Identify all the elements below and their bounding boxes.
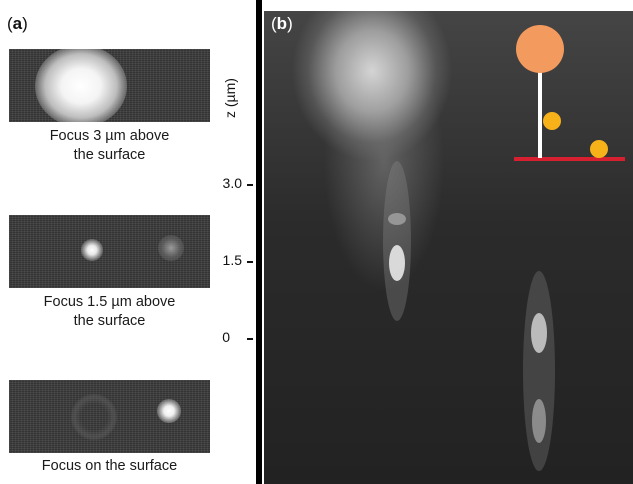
defocused-bead-blob (35, 49, 127, 122)
panel-b-label: (b) (271, 14, 293, 33)
schematic-particle-surface (590, 140, 608, 158)
particle-spot-faint (158, 235, 184, 261)
z-tick-1-5 (247, 261, 253, 263)
micrograph-focus-3um (9, 49, 210, 122)
micrograph-focus-surface (9, 380, 210, 453)
z-tick-3-0 (247, 184, 253, 186)
particle-column-2-glow (523, 271, 555, 471)
particle-spot-bright (81, 239, 103, 261)
particle-column-2-focus (531, 313, 547, 353)
z-tick-label-0: 0 (222, 329, 230, 345)
panel-a-letter: a (12, 14, 23, 33)
micrograph-focus-1-5um (9, 215, 210, 288)
micrograph-z-stack (264, 11, 633, 484)
schematic-particle-upper (543, 112, 561, 130)
particle-column-1-focus (389, 245, 405, 281)
panel-a-label: (a) (7, 14, 28, 33)
axis-separator (256, 0, 264, 484)
defocused-ring (71, 394, 117, 440)
z-stack-overlay (383, 25, 625, 471)
z-tick-label-3-0: 3.0 (222, 175, 242, 191)
schematic-bead (516, 25, 564, 73)
particle-spot-focused (157, 399, 181, 423)
caption-focus-surface: Focus on the surface (41, 458, 178, 474)
panel-b-letter: b (276, 14, 288, 33)
z-tick-0 (247, 338, 253, 340)
particle-column-1-band (388, 213, 406, 225)
caption-focus-1-5um: Focus 1.5 µm above the surface (43, 294, 176, 329)
z-axis-title: z (µm) (222, 78, 238, 118)
particle-column-1-glow (383, 161, 411, 321)
caption-focus-3um: Focus 3 µm above the surface (49, 128, 170, 163)
particle-column-2-lower (532, 399, 546, 443)
z-tick-label-1-5: 1.5 (222, 252, 242, 268)
